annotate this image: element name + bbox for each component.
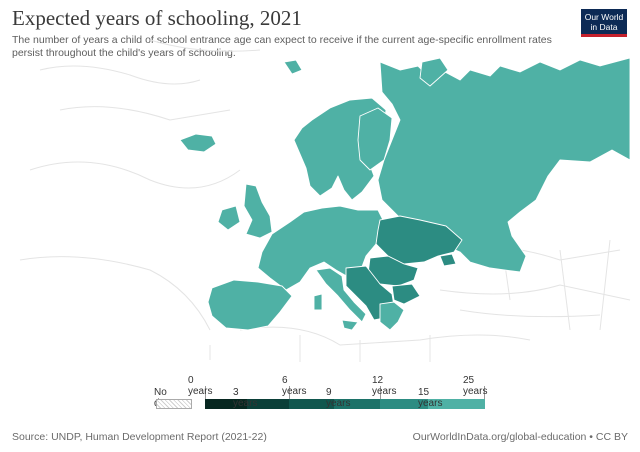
legend-bin-15-25[interactable] — [428, 399, 485, 409]
region-ireland[interactable] — [217, 205, 241, 231]
region-greece[interactable] — [379, 301, 405, 331]
legend-tick — [205, 386, 206, 399]
region-ukraine[interactable] — [375, 215, 463, 265]
legend-label-3: 3 years — [233, 387, 258, 409]
source-note: Source: UNDP, Human Development Report (… — [12, 431, 267, 443]
region-iberia[interactable] — [207, 279, 293, 331]
chart-title: Expected years of schooling, 2021 — [12, 6, 302, 30]
legend-tick — [484, 386, 485, 399]
legend-bin-0-3[interactable] — [205, 399, 247, 409]
no-data-swatch[interactable] — [156, 399, 192, 409]
legend-label-6: 6 years — [282, 375, 307, 397]
region-bulgaria[interactable] — [391, 283, 421, 305]
region-italy[interactable] — [315, 267, 367, 323]
region-novaya-zemlya[interactable] — [419, 57, 449, 87]
legend-label-9: 9 years — [326, 387, 351, 409]
legend-tick — [380, 386, 381, 399]
source-url-link[interactable]: OurWorldInData.org/global-education • CC… — [412, 431, 628, 443]
legend-tick — [289, 386, 290, 399]
region-sicily[interactable] — [341, 319, 359, 331]
region-crimea[interactable] — [439, 253, 457, 267]
region-uk[interactable] — [243, 183, 273, 239]
legend-bin-3-6[interactable] — [247, 399, 289, 409]
owid-logo[interactable]: Our World in Data — [581, 9, 627, 37]
legend-label-25: 25 years — [463, 375, 488, 397]
countries — [179, 57, 631, 331]
legend-bin-6-9[interactable] — [289, 399, 334, 409]
legend-label-12: 12 years — [372, 375, 397, 397]
region-sardinia[interactable] — [313, 293, 323, 311]
logo-line-1: Our World — [584, 12, 624, 22]
legend-bin-9-12[interactable] — [334, 399, 380, 409]
chart-subtitle: The number of years a child of school en… — [12, 34, 552, 59]
region-iceland[interactable] — [179, 133, 217, 153]
region-finland[interactable] — [357, 107, 393, 171]
legend-bin-12-15[interactable] — [380, 399, 428, 409]
outside-region-lines — [19, 39, 631, 362]
legend-label-15: 15 years — [418, 387, 443, 409]
logo-line-2: in Data — [590, 22, 618, 32]
region-russia[interactable] — [377, 57, 631, 273]
region-svalbard[interactable] — [283, 59, 303, 75]
legend-label-0: 0 years — [188, 375, 213, 397]
